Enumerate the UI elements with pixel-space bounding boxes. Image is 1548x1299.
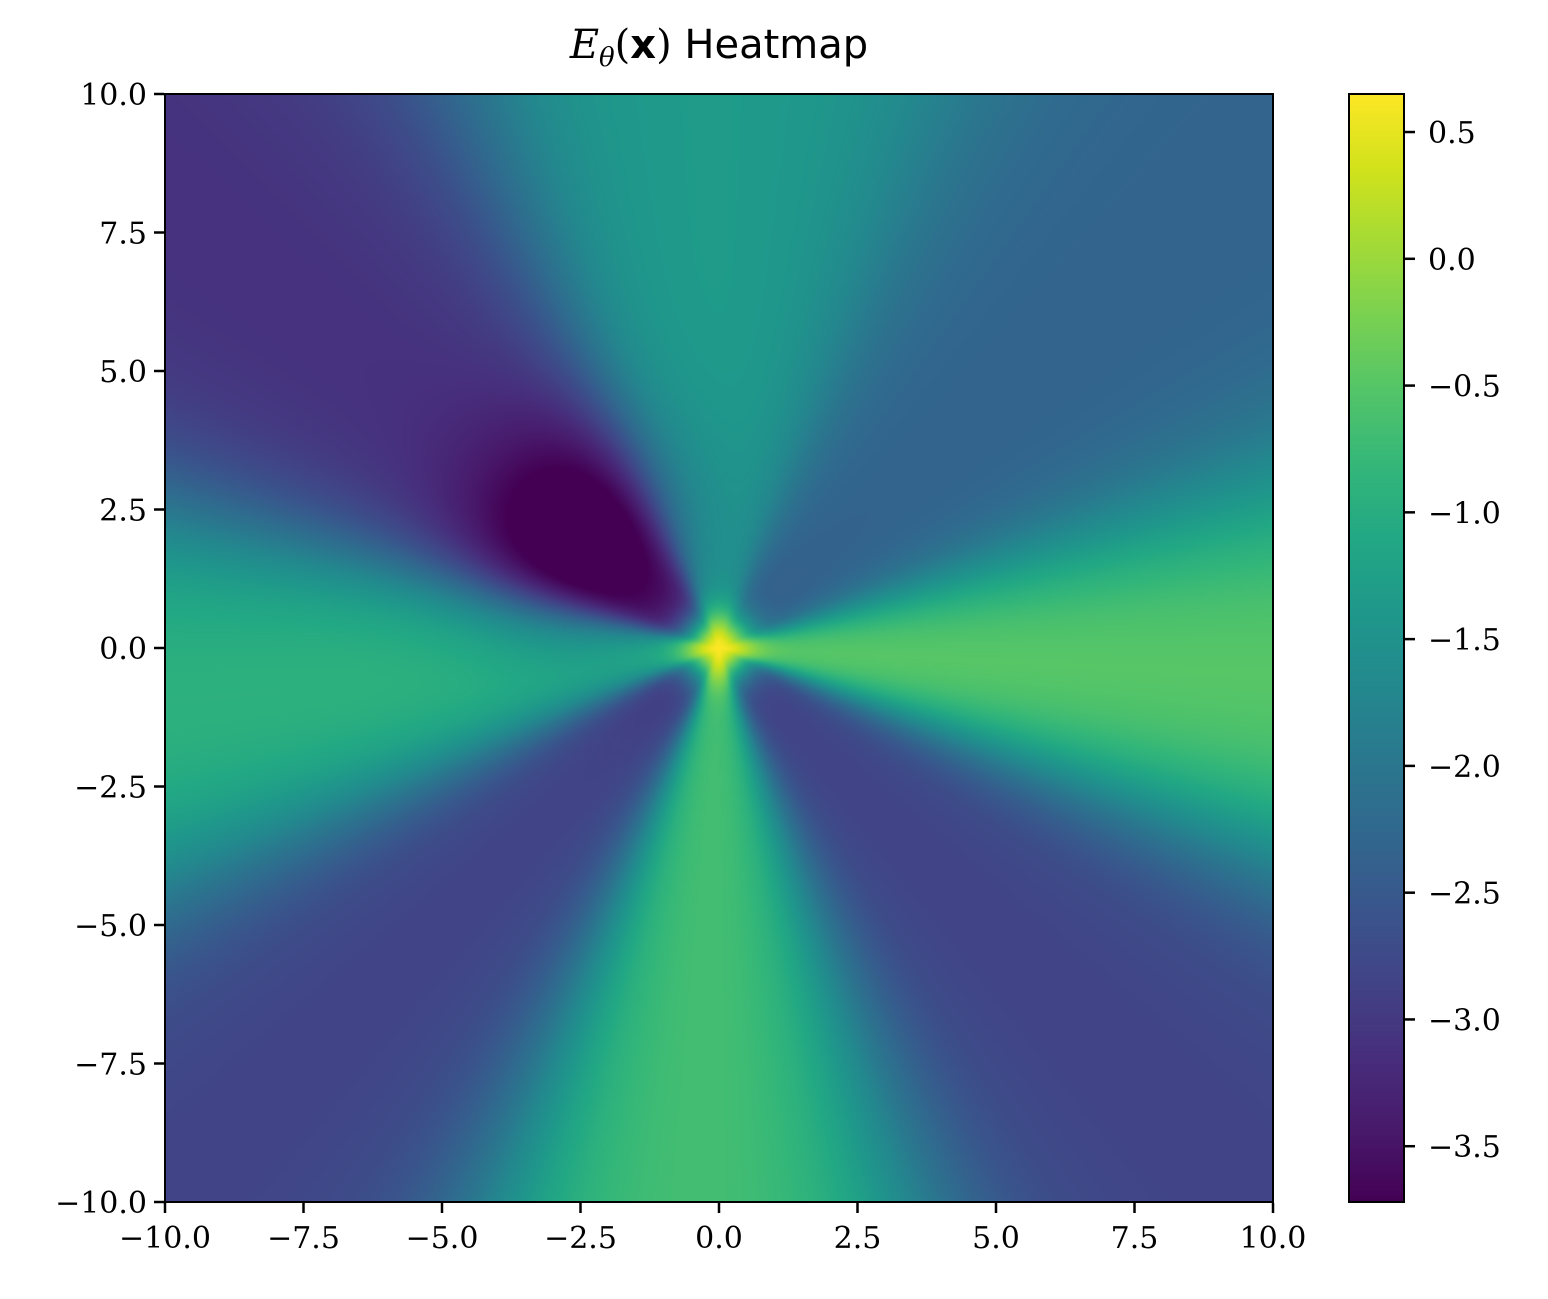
x-tick-label: −2.5 <box>544 1221 617 1256</box>
y-tick-label: 5.0 <box>99 355 147 390</box>
y-tick-label: 0.0 <box>99 632 147 667</box>
heatmap-image <box>165 94 1273 1202</box>
x-tick-label: −5.0 <box>406 1221 479 1256</box>
colorbar-tick-label: −2.0 <box>1428 750 1501 785</box>
y-tick-label: 7.5 <box>99 217 147 252</box>
y-tick-label: −10.0 <box>55 1186 147 1221</box>
x-tick-label: 10.0 <box>1240 1221 1307 1256</box>
title-text: Heatmap <box>684 22 869 68</box>
title-math-e: E <box>569 22 600 68</box>
y-tick-label: −7.5 <box>74 1048 147 1083</box>
x-tick-label: −10.0 <box>119 1221 211 1256</box>
x-tick-label: 2.5 <box>834 1221 882 1256</box>
title-math-theta: θ <box>599 43 615 73</box>
x-tick-label: −7.5 <box>267 1221 340 1256</box>
y-tick-label: −5.0 <box>74 909 147 944</box>
y-tick-label: −2.5 <box>74 771 147 806</box>
title-math-x: x <box>630 22 657 68</box>
x-tick-label: 7.5 <box>1111 1221 1159 1256</box>
y-tick-label: 2.5 <box>99 494 147 529</box>
y-tick-label: 10.0 <box>80 78 147 113</box>
colorbar-gradient <box>1349 94 1404 1202</box>
title-paren-open: ( <box>614 22 631 68</box>
title-paren-close: ) <box>656 22 672 68</box>
colorbar-tick-label: −1.5 <box>1428 623 1501 658</box>
x-tick-label: 0.0 <box>695 1221 743 1256</box>
colorbar <box>1349 94 1404 1202</box>
chart-title: Eθ(x) Heatmap <box>165 22 1273 73</box>
heatmap-plot-area <box>165 94 1273 1202</box>
colorbar-tick-label: 0.0 <box>1428 243 1476 278</box>
colorbar-tick-label: 0.5 <box>1428 116 1476 151</box>
colorbar-tick-label: −2.5 <box>1428 877 1501 912</box>
colorbar-tick-label: −3.5 <box>1428 1130 1501 1165</box>
colorbar-tick-label: −0.5 <box>1428 370 1501 405</box>
colorbar-tick-label: −3.0 <box>1428 1003 1501 1038</box>
colorbar-tick-label: −1.0 <box>1428 496 1501 531</box>
x-tick-label: 5.0 <box>972 1221 1020 1256</box>
